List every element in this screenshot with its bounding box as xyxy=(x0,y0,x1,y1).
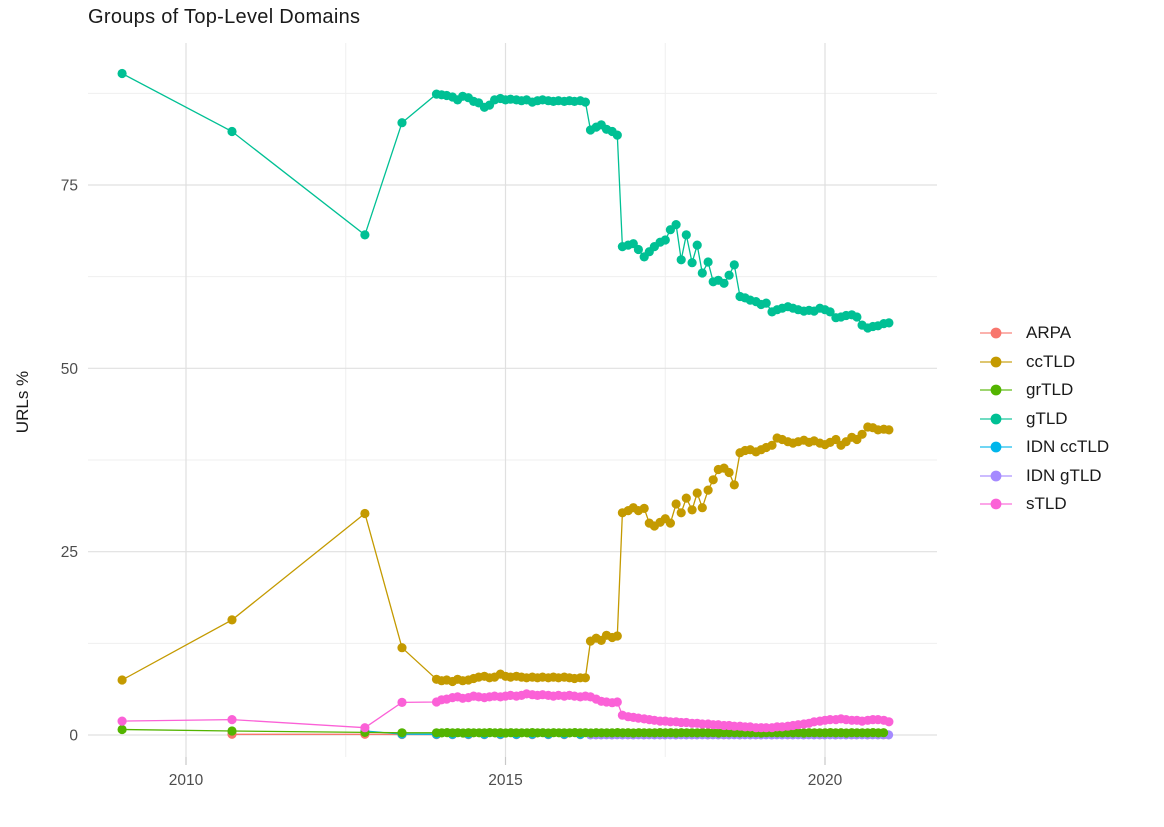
data-point xyxy=(671,220,681,230)
legend-key-icon xyxy=(980,441,1012,453)
data-point xyxy=(676,255,686,265)
data-point xyxy=(671,499,681,509)
legend-key-icon xyxy=(980,327,1012,339)
data-point xyxy=(397,643,407,653)
data-point xyxy=(612,130,622,140)
data-point xyxy=(761,298,771,308)
x-tick-label: 2020 xyxy=(808,772,843,789)
data-point xyxy=(692,488,702,498)
data-point xyxy=(703,257,713,267)
data-point xyxy=(117,675,127,685)
legend-label: grTLD xyxy=(1026,380,1074,400)
data-point xyxy=(117,716,127,726)
data-point xyxy=(692,240,702,250)
data-point xyxy=(724,270,734,280)
data-point xyxy=(857,429,867,439)
data-point xyxy=(687,258,697,268)
data-point xyxy=(227,126,237,137)
series-ccTLD xyxy=(117,422,894,687)
data-point xyxy=(397,728,407,738)
data-point xyxy=(724,467,734,478)
data-point xyxy=(612,697,622,707)
legend-label: ARPA xyxy=(1026,323,1072,343)
data-point xyxy=(767,440,777,450)
legend-item-gTLD: gTLD xyxy=(978,405,1109,434)
data-point xyxy=(360,723,370,733)
data-point xyxy=(117,724,127,735)
data-point xyxy=(580,97,591,107)
data-point xyxy=(227,715,237,725)
legend-label: gTLD xyxy=(1026,408,1068,428)
data-point xyxy=(681,493,691,503)
data-point xyxy=(397,697,407,708)
legend-key-icon xyxy=(980,413,1012,425)
data-point xyxy=(884,717,894,727)
legend-item-grTLD: grTLD xyxy=(978,376,1109,405)
data-point xyxy=(884,425,894,435)
legend-item-sTLD: sTLD xyxy=(978,490,1109,519)
y-tick-label: 75 xyxy=(61,178,78,195)
data-point xyxy=(676,508,686,518)
legend-key-icon xyxy=(980,384,1012,396)
legend-key-icon xyxy=(980,356,1012,368)
data-point xyxy=(879,728,889,738)
data-point xyxy=(852,312,862,322)
legend-label: IDN gTLD xyxy=(1026,465,1102,485)
data-point xyxy=(117,68,127,79)
legend-label: sTLD xyxy=(1026,494,1067,514)
legend-item-IDN-ccTLD: IDN ccTLD xyxy=(978,433,1109,462)
data-point xyxy=(633,244,644,255)
data-point xyxy=(697,503,707,513)
series-gTLD xyxy=(117,68,894,333)
data-point xyxy=(227,615,237,625)
data-point xyxy=(612,631,622,641)
data-point xyxy=(639,503,649,513)
data-point xyxy=(729,480,739,490)
legend-item-IDN-gTLD: IDN gTLD xyxy=(978,462,1109,491)
data-point xyxy=(708,475,718,485)
legend-label: IDN ccTLD xyxy=(1026,437,1110,457)
y-tick-label: 0 xyxy=(69,728,78,745)
data-point xyxy=(360,508,370,519)
data-point xyxy=(687,505,697,515)
data-point xyxy=(227,726,237,736)
data-point xyxy=(729,260,739,270)
data-point xyxy=(397,118,407,128)
data-point xyxy=(884,318,894,328)
data-point xyxy=(665,518,676,528)
data-point xyxy=(360,230,370,240)
legend-key-icon xyxy=(980,470,1012,482)
legend-item-ARPA: ARPA xyxy=(978,319,1109,348)
x-tick-label: 2015 xyxy=(488,772,522,789)
data-point xyxy=(697,268,707,278)
data-point xyxy=(703,485,713,495)
chart-title: Groups of Top-Level Domains xyxy=(88,6,361,28)
data-point xyxy=(660,235,670,245)
data-point xyxy=(719,278,729,288)
y-tick-label: 50 xyxy=(61,361,79,378)
data-point xyxy=(825,307,835,317)
x-tick-label: 2010 xyxy=(169,772,204,789)
series-grTLD xyxy=(117,724,889,738)
legend-key-icon xyxy=(980,498,1012,510)
data-point xyxy=(681,230,691,240)
data-point xyxy=(580,673,591,683)
y-tick-label: 25 xyxy=(61,544,78,561)
legend: ARPA ccTLD grTLD gTLD IDN ccTLD IDN gTLD sTLD xyxy=(978,319,1109,519)
legend-item-ccTLD: ccTLD xyxy=(978,348,1109,377)
series-sTLD xyxy=(117,689,894,733)
legend-label: ccTLD xyxy=(1026,351,1076,371)
